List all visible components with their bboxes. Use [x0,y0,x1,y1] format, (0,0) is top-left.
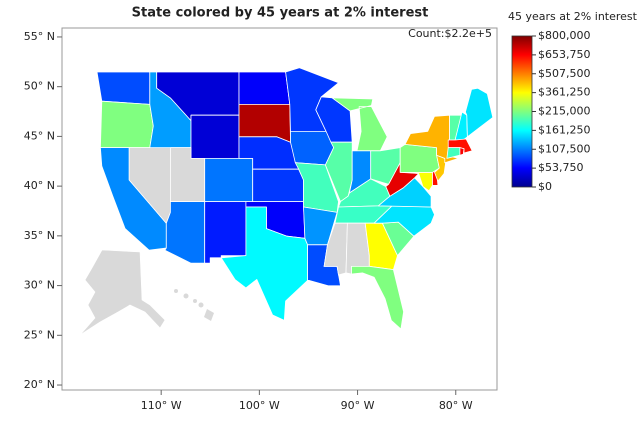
y-tick-label: 50° N [24,80,55,93]
colorbar-tick-label: $800,000 [538,29,591,42]
state-shape [79,249,166,336]
state [252,168,304,202]
y-tick-label: 40° N [24,179,55,192]
state [204,201,247,264]
island [174,289,178,293]
chart-title: State colored by 45 years at 2% interest [132,6,429,21]
count-label: Count:$2.2e+5 [408,27,492,40]
alaska [79,249,166,336]
x-tick-label: 80° W [439,399,473,412]
state [351,266,404,330]
x-tick-label: 100° W [239,399,280,412]
colorbar-tick-label: $507,500 [538,67,591,80]
y-tick-label: 55° N [24,30,55,43]
y-tick-label: 30° N [24,279,55,292]
state [290,131,335,166]
colorbar-tick-label: $0 [538,180,552,193]
colorbar [511,35,533,188]
colorbar-tick-label: $107,500 [538,142,591,155]
island [204,309,214,321]
y-tick-label: 45° N [24,129,55,142]
colorbar-tick-label: $53,750 [538,161,584,174]
state [190,114,240,159]
state [204,158,254,202]
island [198,302,204,308]
x-tick-label: 110° W [141,399,182,412]
state [220,206,308,321]
state [100,100,154,148]
state [404,114,459,164]
state [96,71,151,105]
colorbar-tick-label: $653,750 [538,48,591,61]
colorbar-title: 45 years at 2% interest [508,10,638,23]
island [183,293,189,299]
state [238,71,291,105]
colorbar-tick-label: $361,250 [538,86,591,99]
island [193,299,197,303]
colorbar-tick-label: $215,000 [538,105,591,118]
y-tick-label: 35° N [24,229,55,242]
state [399,144,440,173]
state [454,111,468,141]
x-tick-label: 90° W [341,399,375,412]
y-tick-label: 20° N [24,378,55,391]
state [459,147,465,156]
hawaii [174,289,214,321]
state [465,87,494,138]
state [323,222,348,276]
colorbar-tick-label: $161,250 [538,123,591,136]
y-tick-label: 25° N [24,328,55,341]
states [96,67,494,330]
